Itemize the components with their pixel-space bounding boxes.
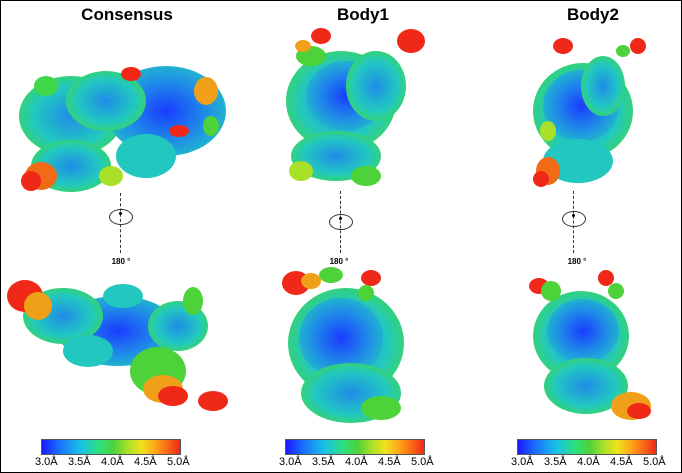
rotation-label: 180 ° [111, 257, 131, 266]
colorbar-ticks: 3.0Å 3.5Å 4.0Å 4.5Å 5.0Å [279, 456, 434, 468]
tick-label: 3.5Å [312, 456, 335, 468]
rotation-center-dot [572, 214, 575, 217]
tick-label: 4.0Å [345, 456, 368, 468]
rotation-arrow-icon [109, 209, 133, 225]
title-body1: Body1 [337, 5, 389, 24]
tick-label: 4.0Å [577, 456, 600, 468]
tick-label: 3.5Å [68, 456, 91, 468]
resolution-colorbar [285, 439, 425, 455]
tick-label: 5.0Å [643, 456, 666, 468]
rotation-center-dot [119, 212, 122, 215]
title-body2: Body2 [567, 5, 619, 24]
body2-map-bottom [529, 270, 651, 420]
body2-map-top [533, 38, 646, 187]
colorbar-ticks: 3.0Å 3.5Å 4.0Å 4.5Å 5.0Å [35, 456, 190, 468]
rotation-label: 180 ° [567, 257, 587, 266]
consensus-map-bottom [7, 280, 228, 411]
tick-label: 4.5Å [378, 456, 401, 468]
tick-label: 5.0Å [411, 456, 434, 468]
resolution-colorbar [41, 439, 181, 455]
tick-label: 3.5Å [544, 456, 567, 468]
resolution-colorbar [517, 439, 657, 455]
consensus-map-top [19, 66, 226, 192]
rotation-arrow-icon [562, 211, 586, 227]
tick-label: 4.0Å [101, 456, 124, 468]
rotation-center-dot [339, 217, 342, 220]
body1-map-top [286, 28, 425, 186]
tick-label: 5.0Å [167, 456, 190, 468]
rotation-label: 180 ° [329, 257, 349, 266]
tick-label: 4.5Å [134, 456, 157, 468]
tick-label: 4.5Å [610, 456, 633, 468]
tick-label: 3.0Å [279, 456, 302, 468]
tick-label: 3.0Å [511, 456, 534, 468]
body1-map-bottom [282, 267, 404, 423]
tick-label: 3.0Å [35, 456, 58, 468]
colorbar-ticks: 3.0Å 3.5Å 4.0Å 4.5Å 5.0Å [511, 456, 666, 468]
rotation-arrow-icon [329, 214, 353, 230]
title-consensus: Consensus [81, 5, 173, 24]
